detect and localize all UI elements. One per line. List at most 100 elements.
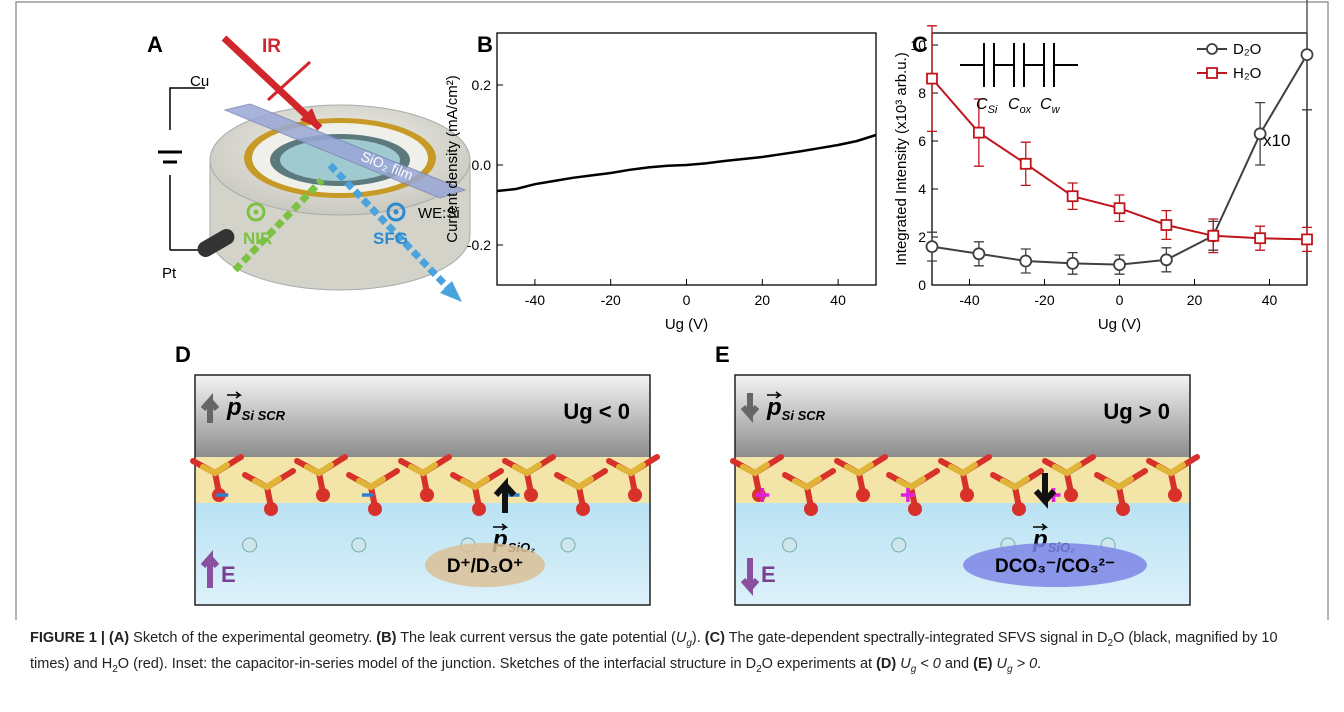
- bond: [1104, 476, 1134, 491]
- inset-label: Cw: [1040, 96, 1061, 116]
- vector-arrow: [493, 523, 509, 531]
- caption-text: (D): [876, 655, 897, 672]
- marker: [1160, 219, 1173, 231]
- chart: B -40 -20 0 20 40 -0.2 0.0 0.2 Ug (V) Current dens…: [444, 32, 877, 333]
- ion-cloud: [963, 543, 1147, 587]
- caption-text: (C): [704, 630, 725, 646]
- bond: [896, 476, 926, 491]
- sketch-a: A IR Cu SiO₂ film WE:Si NIR SFG Pt: [147, 32, 471, 302]
- bond: [740, 462, 770, 477]
- x-tick-label: -20: [601, 292, 621, 308]
- field-label: E: [221, 562, 236, 587]
- charge: [755, 488, 770, 502]
- atom: [420, 488, 434, 502]
- arrow: [200, 393, 220, 423]
- si-layer: [195, 375, 650, 457]
- y-tick-label: 10: [910, 37, 926, 53]
- si-layer: [735, 375, 1190, 457]
- y-tick-label: 4: [918, 181, 926, 197]
- atom: [856, 488, 870, 502]
- atom: [908, 502, 922, 516]
- bond: [356, 476, 386, 491]
- bond: [792, 476, 822, 491]
- inset-label-sub: w: [1052, 104, 1061, 116]
- caption-text: g: [686, 637, 692, 649]
- atom: [1168, 488, 1182, 502]
- caption-text: 2: [1107, 637, 1114, 649]
- marker: [1253, 127, 1267, 141]
- atom: [1012, 502, 1026, 516]
- x-tick-label: 40: [1262, 292, 1278, 308]
- x-tick-label: 0: [683, 292, 691, 308]
- symbol: p: [226, 394, 242, 421]
- caption-text: FIGURE 1 | (A): [30, 630, 130, 646]
- inset-label-main: C: [1040, 96, 1052, 113]
- bond: [564, 476, 594, 491]
- bond: [252, 476, 282, 491]
- data-line: [496, 133, 877, 193]
- marker: [1066, 256, 1080, 270]
- vector-arrow: [1033, 523, 1049, 531]
- panel-label: A: [147, 32, 163, 57]
- x-tick-label: -40: [525, 292, 545, 308]
- data-line: [931, 54, 1308, 266]
- x-tick-label: 20: [1187, 292, 1203, 308]
- label: IR: [262, 36, 281, 57]
- marker: [926, 72, 938, 85]
- bond: [304, 462, 334, 477]
- atom: [368, 502, 382, 516]
- marker: [1019, 254, 1033, 268]
- caption-text: 2: [756, 663, 762, 675]
- y-axis-label: Integrated Intensity (x10³ arb.u.): [893, 52, 910, 265]
- caption-text: O (black, magnified by 10 times) and H: [30, 630, 1278, 672]
- y-tick-label: 6: [918, 133, 926, 149]
- plot-frame: [496, 32, 877, 286]
- subscript: Si SCR: [242, 408, 286, 423]
- marker: [1113, 258, 1126, 272]
- x-axis-label: Ug (V): [1098, 316, 1141, 333]
- caption-text: ).: [691, 630, 705, 646]
- caption-text: O experiments at: [761, 655, 877, 672]
- arrow: [740, 558, 760, 596]
- atom: [891, 537, 907, 553]
- bond: [408, 462, 438, 477]
- inset-label-main: C: [976, 96, 988, 113]
- caption-text: U: [996, 655, 1007, 672]
- panel-label: C: [912, 32, 928, 57]
- y-axis-label: Current density (mA/cm²): [444, 75, 461, 243]
- x-tick-label: 0: [1116, 292, 1124, 308]
- figure-panels: A IR Cu SiO₂ film WE:Si NIR SFG Pt D E Ug …: [15, 0, 1329, 709]
- annotation: x10: [1263, 131, 1290, 150]
- field-label: E: [761, 562, 776, 587]
- chart: C -40 -20 0 20 40 0 2 4 6 8 10 Ug (V) Integrated Inte…: [893, 0, 1314, 333]
- caption-text: U: [900, 655, 911, 672]
- bond: [948, 462, 978, 477]
- inset-label: Cox: [1008, 96, 1032, 116]
- marker: [1019, 157, 1032, 170]
- atom: [782, 537, 798, 553]
- marker: [1159, 253, 1173, 267]
- subscript: Si SCR: [782, 408, 826, 423]
- y-tick-label: 2: [918, 229, 926, 245]
- y-tick-label: -0.2: [467, 237, 491, 253]
- atom: [804, 502, 818, 516]
- inset-label: CSi: [976, 96, 998, 116]
- ion-label: DCO₃⁻/CO₃²⁻: [995, 556, 1115, 577]
- atom: [960, 488, 974, 502]
- polarization-label: pSi SCR: [766, 394, 826, 423]
- arrow: [740, 393, 760, 423]
- bond: [460, 476, 490, 491]
- panel-label: B: [477, 32, 493, 57]
- panel-label: E: [715, 342, 730, 367]
- legend-label: D₂O: [1233, 41, 1261, 58]
- inset-circuit: [960, 43, 1078, 87]
- vector-arrow: [227, 391, 243, 399]
- legend-marker: [1206, 67, 1218, 79]
- y-tick-label: 8: [918, 85, 926, 101]
- caption-text: 2: [112, 663, 118, 675]
- caption-text: (E): [973, 655, 993, 672]
- caption-text: O (red). Inset: the capacitor-in-series …: [117, 655, 757, 672]
- bond: [512, 462, 542, 477]
- atom: [1064, 488, 1078, 502]
